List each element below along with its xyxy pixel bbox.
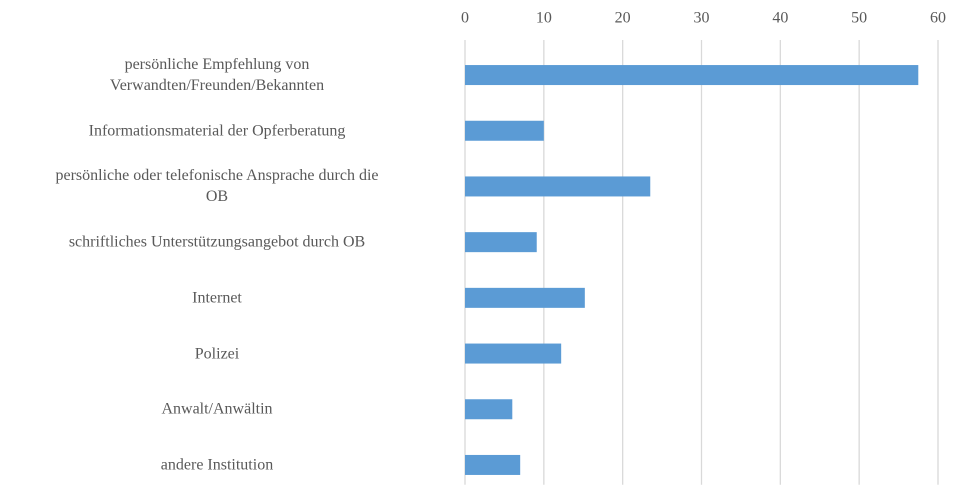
bar bbox=[465, 399, 513, 420]
x-tick-label: 20 bbox=[615, 10, 631, 27]
x-tick-label: 50 bbox=[851, 10, 867, 27]
y-tick-label: Polizei bbox=[194, 345, 240, 363]
x-tick-label: 60 bbox=[930, 10, 946, 27]
y-tick-label: Anwalt/Anwältin bbox=[161, 400, 273, 418]
x-tick-label: 10 bbox=[536, 10, 552, 27]
bar bbox=[465, 176, 651, 197]
x-tick-label: 40 bbox=[772, 10, 788, 27]
y-tick-label: Informationsmaterial der Opferberatung bbox=[88, 122, 346, 140]
bar bbox=[465, 343, 562, 364]
bar bbox=[465, 287, 585, 308]
bar bbox=[465, 232, 537, 253]
y-tick-label: persönliche oder telefonische Ansprache … bbox=[55, 167, 379, 206]
y-tick-label: Internet bbox=[192, 289, 242, 307]
y-tick-label: persönliche Empfehlung von Verwandten/Fr… bbox=[109, 56, 325, 95]
bar bbox=[465, 454, 521, 475]
bar bbox=[465, 65, 919, 86]
x-tick-label: 0 bbox=[461, 10, 469, 27]
x-tick-label: 30 bbox=[694, 10, 710, 27]
y-tick-label: andere Institution bbox=[160, 456, 274, 474]
y-tick-label: schriftliches Unterstützungsangebot durc… bbox=[68, 233, 366, 251]
bar bbox=[465, 120, 544, 141]
